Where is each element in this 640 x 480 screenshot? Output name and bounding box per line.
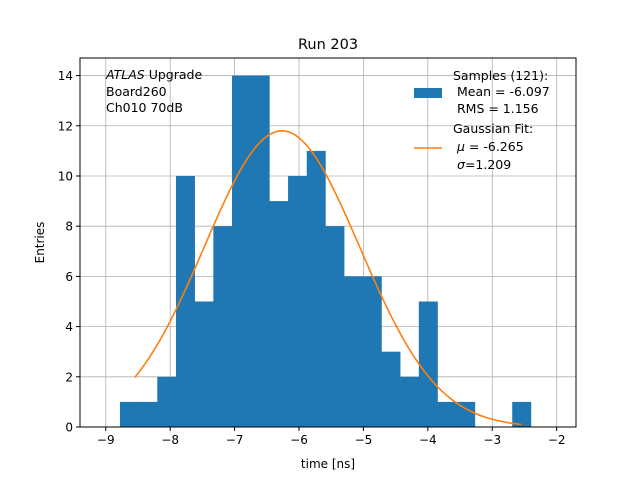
legend-samples-line-3: RMS = 1.156 <box>453 101 539 116</box>
x-tick-label: −8 <box>161 433 179 447</box>
x-tick-label: −6 <box>290 433 308 447</box>
histogram-bar <box>232 75 252 428</box>
y-tick-label: 10 <box>58 169 73 183</box>
gaussian-fit-curve <box>134 130 522 426</box>
histogram-bar <box>119 401 139 427</box>
histogram-bar <box>288 175 308 427</box>
legend-fit-mu: μ = -6.265 <box>456 139 524 154</box>
legend: Samples (121): Mean = -6.097 RMS = 1.156… <box>414 68 550 172</box>
histogram-bar <box>512 401 532 427</box>
y-tick-label: 14 <box>58 69 73 83</box>
plot-frame <box>79 57 577 428</box>
histogram-bar <box>381 351 401 427</box>
legend-samples-line-2: Mean = -6.097 <box>453 84 550 99</box>
histogram-bar <box>157 376 177 427</box>
histogram-bar <box>306 150 326 427</box>
y-tick-label: 0 <box>65 421 73 435</box>
y-tick-label: 12 <box>58 119 73 133</box>
x-tick-label: −5 <box>355 433 373 447</box>
x-tick-label: −2 <box>548 433 566 447</box>
legend-samples-swatch <box>414 88 442 98</box>
histogram-bar <box>325 226 345 427</box>
histogram-bar <box>456 401 476 427</box>
annotation-line-1: ATLAS Upgrade <box>105 67 202 82</box>
histogram-bar <box>194 301 214 427</box>
histogram-bar <box>400 376 420 427</box>
histogram-bar <box>138 401 158 427</box>
y-tick-label: 8 <box>65 220 73 234</box>
x-tick-label: −9 <box>97 433 115 447</box>
x-tick-label: −7 <box>226 433 244 447</box>
legend-fit-line-1: Gaussian Fit: <box>453 121 533 136</box>
y-tick-label: 6 <box>65 270 73 284</box>
y-axis-ticks: 0 2 4 6 8 10 12 14 <box>58 69 80 435</box>
histogram-bar <box>250 75 270 428</box>
chart-title: Run 203 <box>298 37 358 53</box>
y-tick-label: 2 <box>65 370 73 384</box>
x-tick-label: −3 <box>483 433 501 447</box>
y-axis-label: Entries <box>33 222 47 264</box>
x-tick-label: −4 <box>419 433 437 447</box>
histogram-bar <box>418 301 438 427</box>
legend-fit-sigma: σ=1.209 <box>457 157 511 172</box>
histogram-bar <box>213 226 233 427</box>
histogram-bars <box>119 75 532 428</box>
legend-samples-line-1: Samples (121): <box>453 68 548 83</box>
histogram-bar <box>344 276 364 427</box>
x-axis-ticks: −9 −8 −7 −6 −5 −4 −3 −2 <box>97 427 566 447</box>
x-axis-label: time [ns] <box>301 457 355 471</box>
histogram-bar <box>175 175 195 427</box>
histogram-bar <box>362 276 382 427</box>
y-tick-label: 4 <box>65 320 73 334</box>
annotation: ATLAS Upgrade Board260 Ch010 70dB <box>105 67 202 115</box>
annotation-line-2: Board260 <box>106 84 167 99</box>
histogram-bar <box>269 201 289 427</box>
annotation-line-3: Ch010 70dB <box>106 100 183 115</box>
histogram-bar <box>437 401 457 427</box>
